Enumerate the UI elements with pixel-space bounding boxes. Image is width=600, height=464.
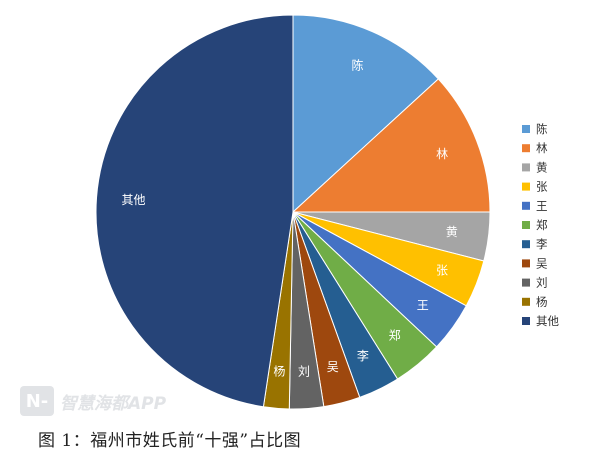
pie-slice-0 — [292, 14, 439, 214]
legend-label-5: 郑 — [536, 218, 548, 232]
legend-label-1: 林 — [536, 141, 548, 155]
slice-label-9: 杨 — [273, 363, 285, 378]
slice-label-8: 刘 — [298, 365, 310, 379]
legend-swatch-1 — [522, 144, 530, 153]
pie-slice-1 — [291, 78, 491, 213]
legend-swatch-5 — [522, 221, 530, 229]
legend-swatch-3 — [522, 182, 530, 191]
slice-label-3: 张 — [436, 263, 448, 277]
slice-label-6: 李 — [357, 348, 369, 363]
legend-swatch-9 — [522, 297, 530, 306]
legend-label-6: 李 — [536, 237, 548, 251]
pie-slices — [95, 14, 491, 410]
legend-label-10: 其他 — [536, 314, 559, 328]
legend-swatch-2 — [522, 163, 530, 172]
pie-slice-10 — [95, 14, 294, 408]
slice-label-2: 黄 — [446, 225, 458, 239]
figure-caption: 图 1：福州市姓氏前“十强”占比图 — [38, 431, 302, 451]
legend-label-2: 黄 — [536, 160, 548, 174]
legend-swatch-10 — [522, 317, 530, 325]
legend-label-8: 刘 — [536, 276, 548, 290]
legend-swatch-8 — [522, 278, 530, 287]
slice-label-1: 林 — [436, 147, 448, 161]
slice-label-5: 郑 — [389, 328, 401, 343]
watermark: N- 智慧海都APP — [20, 386, 166, 416]
watermark-text: 智慧海都APP — [60, 393, 167, 414]
legend-swatch-7 — [522, 259, 530, 268]
legend-label-3: 张 — [536, 180, 548, 194]
slice-label-4: 王 — [417, 299, 429, 313]
legend-swatch-6 — [522, 240, 530, 249]
legend-label-9: 杨 — [536, 295, 548, 309]
legend-swatch-4 — [522, 201, 530, 210]
legend-swatch-0 — [522, 125, 530, 133]
slice-label-10: 其他 — [121, 193, 145, 207]
slice-label-0: 陈 — [351, 58, 363, 73]
legend-label-0: 陈 — [536, 122, 548, 136]
legend-label-7: 吴 — [536, 256, 548, 270]
watermark-logo-icon: N- — [20, 386, 54, 416]
slice-label-7: 吴 — [327, 360, 339, 374]
legend-label-4: 王 — [536, 199, 548, 213]
